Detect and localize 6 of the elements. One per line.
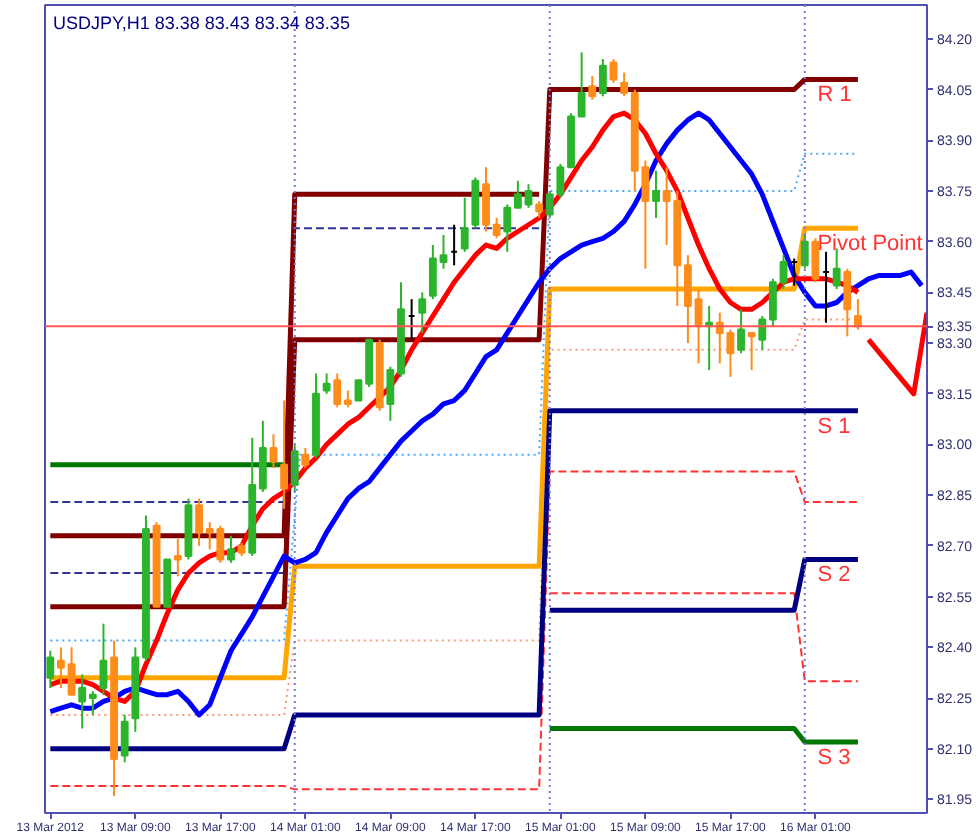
annotation: S 2 [817,563,851,588]
annotation: R 1 [817,83,852,108]
annotation: Pivot Point [817,232,923,257]
annotation: S 1 [817,414,851,439]
annotation: S 3 [817,746,851,770]
chart-title: USDJPY,H1 83.38 83.43 83.34 83.35 [53,13,350,33]
